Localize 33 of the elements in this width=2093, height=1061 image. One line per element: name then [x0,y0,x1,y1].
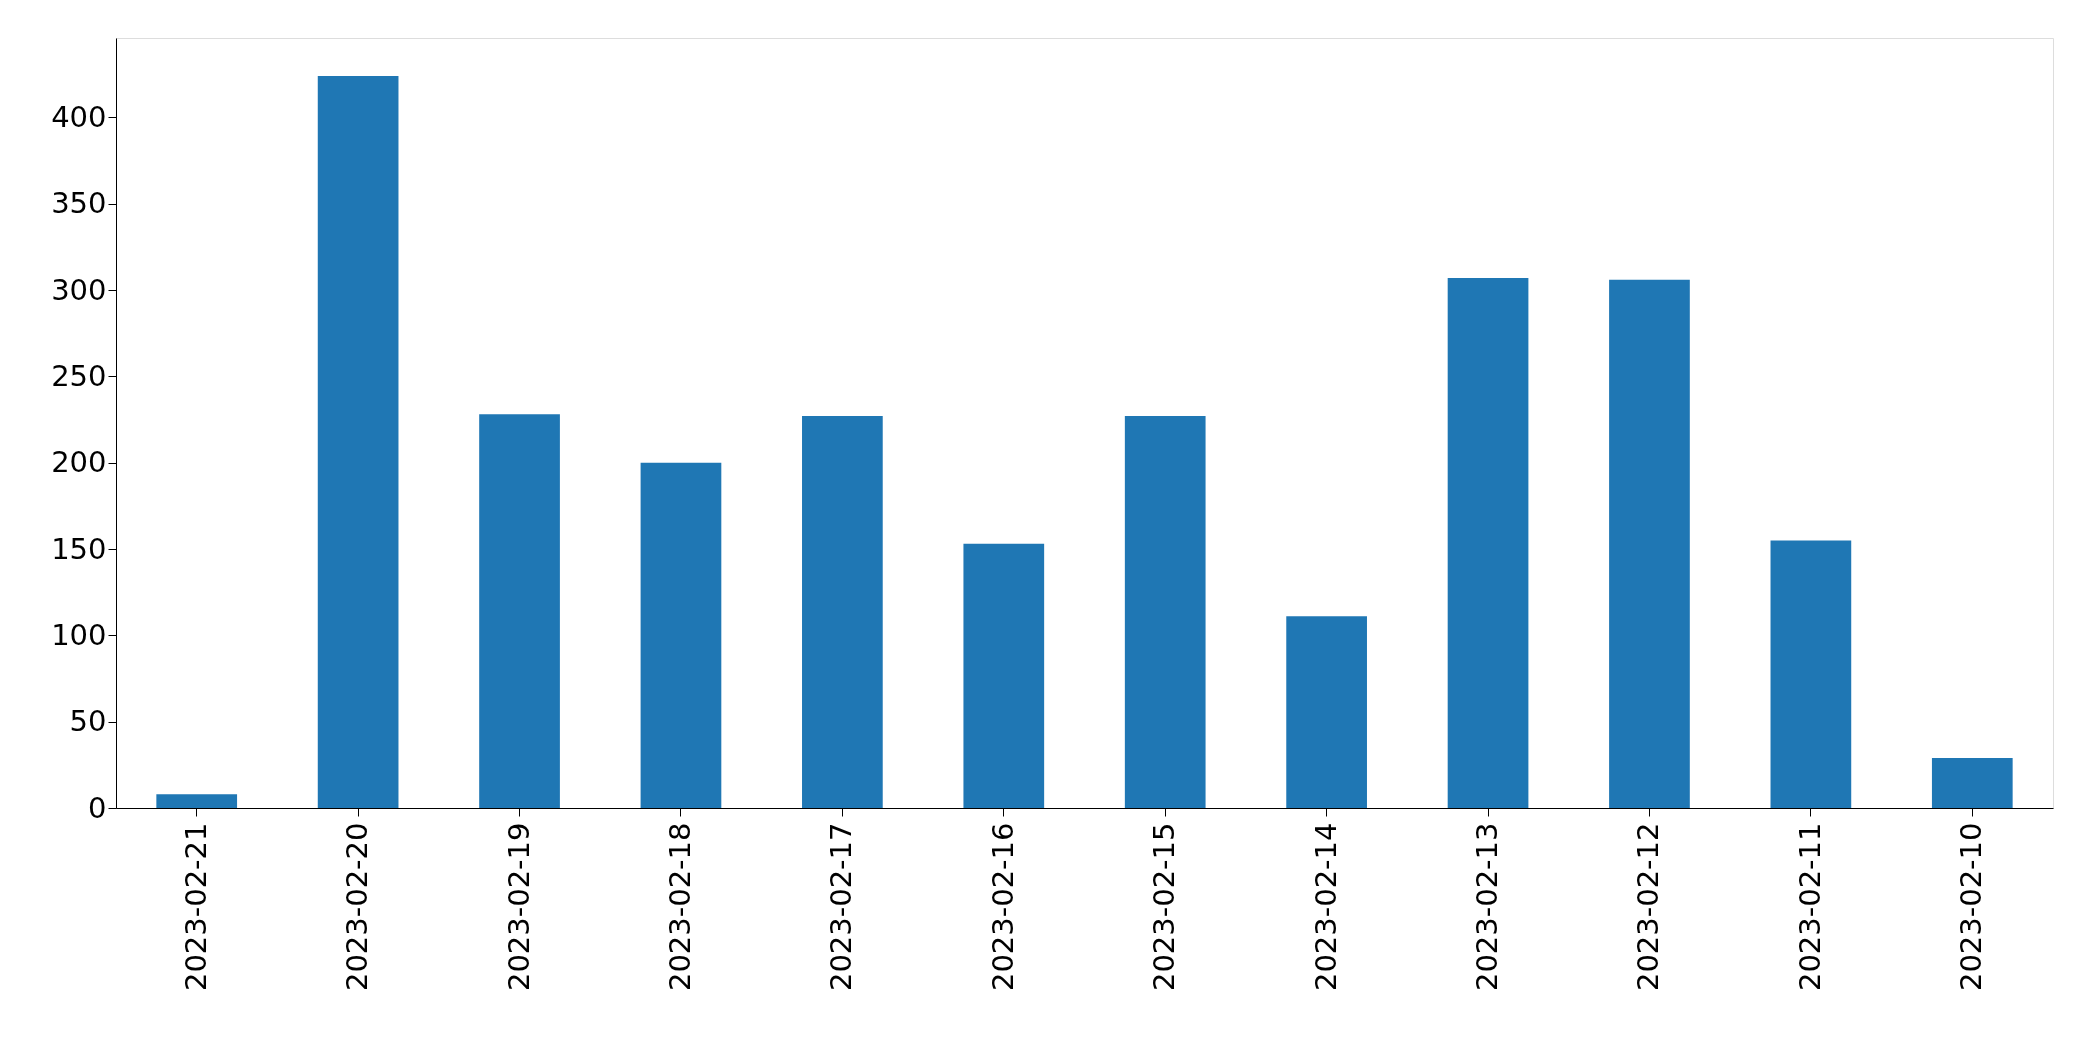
x-tick-label: 2023-02-12 [1631,822,1666,992]
bar [479,414,560,808]
y-tick-label: 50 [69,704,107,739]
bar [1609,279,1690,808]
x-tick-label: 2023-02-17 [824,822,859,992]
bar [1286,616,1367,808]
bar [802,416,883,808]
x-tick-label: 2023-02-15 [1147,822,1182,992]
x-tick-label: 2023-02-13 [1470,822,1505,992]
x-tick-label: 2023-02-14 [1308,822,1343,992]
y-tick-label: 250 [51,358,107,393]
y-tick-label: 150 [51,531,107,566]
bar [317,75,399,808]
bar [1124,416,1206,808]
y-tick-label: 350 [51,186,107,221]
bar [963,543,1045,808]
y-tick-label: 400 [51,99,107,134]
y-tick-label: 100 [51,617,107,652]
bar [1770,540,1852,808]
x-tick-label: 2023-02-18 [662,822,697,992]
x-tick-label: 2023-02-10 [1954,822,1989,992]
bar [156,794,238,808]
x-tick-label: 2023-02-21 [178,822,213,992]
bar [640,462,722,808]
x-tick-label: 2023-02-16 [985,822,1020,992]
x-tick-label: 2023-02-20 [340,822,375,992]
x-tick-label: 2023-02-11 [1792,822,1827,992]
y-tick-label: 300 [51,272,107,307]
x-tick-label: 2023-02-19 [501,822,536,992]
y-tick-label: 200 [51,445,107,480]
bar [1931,757,2013,808]
y-tick-label: 0 [88,790,107,825]
bar [1447,277,1529,808]
